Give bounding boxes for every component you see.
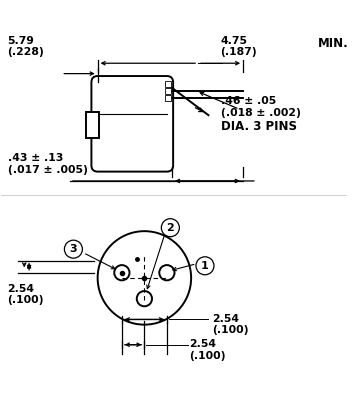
Text: 2.54
(.100): 2.54 (.100) xyxy=(7,284,44,305)
Text: 1: 1 xyxy=(201,261,209,271)
Text: MIN.: MIN. xyxy=(317,36,348,50)
Text: .43 ± .13
(.017 ± .005): .43 ± .13 (.017 ± .005) xyxy=(7,153,87,175)
Text: 5.79
(.228): 5.79 (.228) xyxy=(7,36,44,57)
Text: .46 ± .05
(.018 ± .002): .46 ± .05 (.018 ± .002) xyxy=(220,96,300,118)
Bar xyxy=(165,95,171,101)
Bar xyxy=(165,88,171,94)
Text: 2.54
(.100): 2.54 (.100) xyxy=(190,339,226,361)
FancyBboxPatch shape xyxy=(91,76,173,172)
Text: 2.54
(.100): 2.54 (.100) xyxy=(212,314,248,335)
Text: 2: 2 xyxy=(166,223,174,233)
Bar xyxy=(86,112,99,138)
Bar xyxy=(165,81,171,87)
Text: 4.75
(.187): 4.75 (.187) xyxy=(220,36,257,57)
Text: 3: 3 xyxy=(70,244,77,254)
Text: DIA. 3 PINS: DIA. 3 PINS xyxy=(220,120,296,133)
